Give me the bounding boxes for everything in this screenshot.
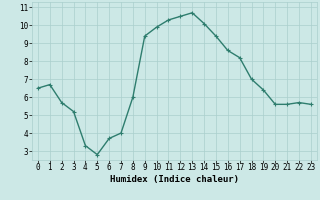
X-axis label: Humidex (Indice chaleur): Humidex (Indice chaleur) xyxy=(110,175,239,184)
